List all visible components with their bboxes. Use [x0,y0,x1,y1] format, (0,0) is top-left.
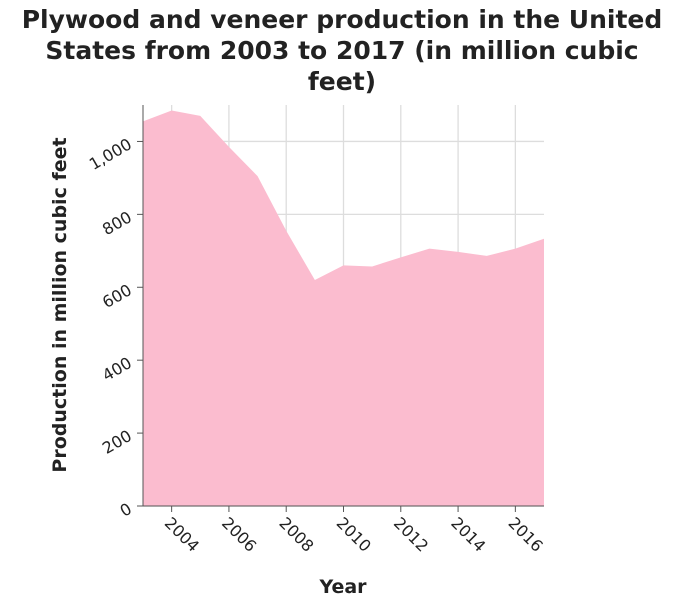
chart-title-line-3: feet) [307,67,377,96]
axes [137,105,544,512]
chart-title-line-2: States from 2003 to 2017 (in million cub… [45,36,639,65]
y-tick-label: 600 [99,280,135,312]
x-tick-label: 2014 [447,513,489,555]
y-axis-label: Production in million cubic feet [49,137,71,472]
y-tick-label: 1,000 [86,134,135,173]
y-tick-label: 0 [117,499,135,521]
x-tick-label: 2016 [505,513,547,555]
x-axis-label: Year [318,576,367,598]
y-tick-label: 200 [99,426,135,458]
x-tick-label: 2004 [161,513,203,555]
chart-title: Plywood and veneer production in the Uni… [0,4,684,97]
x-tick-label: 2012 [390,513,432,555]
y-tick-label: 800 [99,207,135,239]
area-layer [143,110,544,506]
y-tick-label: 400 [99,353,135,385]
chart-title-line-1: Plywood and veneer production in the Uni… [21,5,663,34]
x-tick-label: 2008 [275,513,317,555]
x-tick-label: 2010 [333,513,375,555]
production-area [143,110,544,506]
x-tick-label: 2006 [218,513,260,555]
